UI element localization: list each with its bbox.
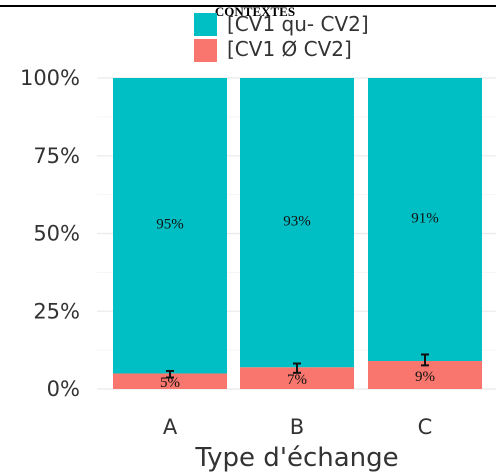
bar-segment-cv1-o-cv2-a <box>113 373 227 389</box>
y-tick-label: 25% <box>33 299 80 323</box>
data-label-cv1-o-cv2-b: 7% <box>287 372 307 388</box>
x-axis-title: Type d'échange <box>194 443 398 473</box>
x-tick-label-c: C <box>418 415 433 439</box>
y-tick-label: 75% <box>33 144 80 168</box>
x-axis-ticks: A B C <box>163 415 433 439</box>
data-labels: 95% 5% 93% 7% 91% 9% <box>156 211 439 392</box>
data-label-cv1-o-cv2-a: 5% <box>160 375 180 391</box>
data-label-cv1-qu-cv2-b: 93% <box>283 214 311 230</box>
legend-swatch-cv1-qu-cv2 <box>194 13 217 36</box>
y-tick-label: 50% <box>33 222 80 246</box>
legend-label-cv1-o-cv2: [CV1 Ø CV2] <box>227 37 352 61</box>
data-label-cv1-qu-cv2-a: 95% <box>156 217 184 233</box>
data-label-cv1-qu-cv2-c: 91% <box>411 211 439 227</box>
chart-title: CONTEXTES <box>215 4 295 19</box>
bar-segment-cv1-qu-cv2-b <box>240 78 354 368</box>
bar-segment-cv1-o-cv2-b <box>240 367 354 389</box>
data-label-cv1-o-cv2-c: 9% <box>415 369 435 385</box>
legend: [CV1 qu- CV2] [CV1 Ø CV2] <box>194 12 369 62</box>
legend-swatch-cv1-o-cv2 <box>194 39 217 62</box>
y-tick-label: 0% <box>47 377 80 401</box>
bar-segment-cv1-qu-cv2-a <box>113 78 227 374</box>
x-tick-label-b: B <box>290 415 304 439</box>
bars <box>113 78 482 389</box>
y-tick-label: 100% <box>20 66 80 90</box>
y-axis-ticks: 0% 25% 50% 75% 100% <box>20 66 80 401</box>
bar-segment-cv1-qu-cv2-c <box>368 78 482 362</box>
legend-label-cv1-qu-cv2: [CV1 qu- CV2] <box>227 12 369 36</box>
error-bars <box>166 353 429 379</box>
x-tick-label-a: A <box>163 415 178 439</box>
